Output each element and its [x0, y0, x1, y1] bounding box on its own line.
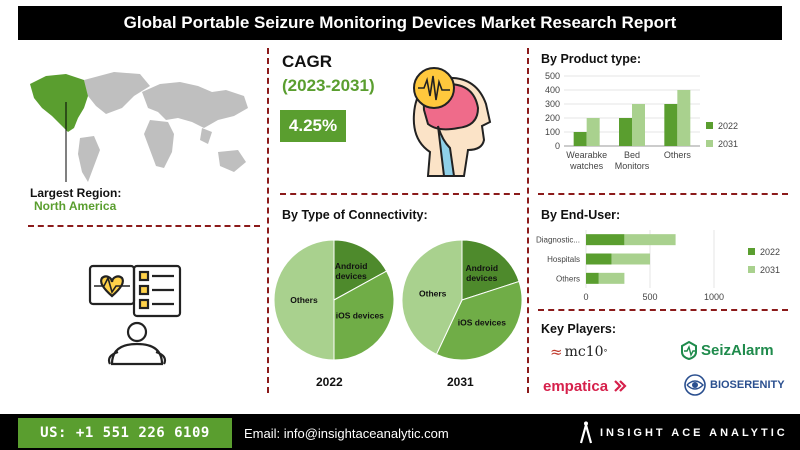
pie-2031-year: 2031 [447, 375, 474, 389]
pie-slice-label: iOS devices [458, 318, 506, 328]
divider-horizontal-right-top [538, 193, 788, 195]
divider-horizontal-left [28, 225, 260, 227]
x-tick-label: Others [664, 150, 692, 160]
footer-phone[interactable]: US: +1 551 226 6109 [18, 418, 232, 448]
pie-slice-label: Others [419, 288, 447, 298]
bar-2022-0 [573, 132, 587, 146]
mc10-logo: ≈ mc10 ° [550, 343, 608, 361]
y-tick-label: Others [556, 274, 580, 283]
greenland-shape [84, 72, 150, 114]
bioserenity-icon [684, 374, 706, 396]
bioserenity-logo: BIOSERENITY [683, 372, 785, 398]
south-america-shape [78, 136, 100, 182]
cagr-period: (2023-2031) [282, 76, 375, 95]
legend-swatch-2031 [706, 140, 713, 147]
footer-email[interactable]: Email: info@insightaceanalytic.com [244, 425, 449, 441]
india-shape [200, 128, 212, 144]
divider-horizontal-right-bottom [538, 309, 788, 311]
bar-2022-1 [586, 253, 612, 265]
pie-slice-label: iOS devices [336, 310, 384, 320]
pie-slice-1 [333, 270, 395, 361]
x-tick-label: Bed [624, 150, 640, 160]
bar-2022-2 [664, 104, 678, 146]
footer-brand: INSIGHT ACE ANALYTIC [600, 427, 788, 439]
bar-2031-2 [677, 90, 691, 146]
pie-slice-label: devices [466, 273, 497, 283]
checklist-icon [132, 264, 182, 318]
y-tick-label: 200 [545, 113, 560, 123]
brain-head-illustration [412, 67, 492, 177]
cagr-label: CAGR [282, 52, 333, 71]
bar-2022-1 [619, 118, 632, 146]
monitoring-illustration [88, 264, 182, 366]
x-tick-label: 500 [642, 292, 657, 302]
y-tick-label: 500 [545, 71, 560, 81]
pie-2022-year: 2022 [316, 375, 343, 389]
end-user-title: By End-User: [541, 208, 621, 222]
y-tick-label: Hospitals [547, 255, 580, 264]
mc10-arrow-icon: ≈ [550, 343, 563, 361]
bar-2031-0 [624, 234, 676, 246]
empatica-logo: empatica [543, 374, 628, 398]
legend-swatch-2031 [748, 266, 755, 273]
africa-shape [144, 120, 174, 168]
seizalarm-icon [681, 340, 697, 360]
person-head-icon [126, 321, 148, 343]
pie-slice-1 [435, 280, 523, 361]
australia-shape [218, 150, 246, 172]
world-map-image [30, 72, 248, 182]
x-tick-label: Wearabke [566, 150, 607, 160]
connectivity-title: By Type of Connectivity: [282, 208, 428, 222]
bar-2031-1 [632, 104, 645, 146]
bar-2031-2 [598, 272, 625, 284]
insight-ace-logo-icon [579, 421, 593, 444]
eurasia-shape [142, 82, 248, 128]
divider-vertical-right [527, 48, 529, 393]
pie-slice-label: Android [335, 261, 368, 271]
end-user-chart: 0 500 1000 Diagnostic... Hospitals Others 2022… [536, 230, 780, 302]
y-tick-label: 100 [545, 127, 560, 137]
report-title: Global Portable Seizure Monitoring Devic… [18, 6, 782, 40]
y-tick-label: 400 [545, 85, 560, 95]
product-type-title: By Product type: [541, 52, 642, 66]
largest-region-value: North America [34, 199, 117, 213]
bar-2022-0 [586, 234, 625, 246]
cagr-value: 4.25% [280, 110, 346, 142]
x-tick-label: 1000 [704, 292, 724, 302]
legend-swatch-2022 [706, 122, 713, 129]
empatica-icon [614, 380, 627, 392]
pie-slice-0 [333, 239, 388, 301]
legend-label-2022: 2022 [760, 247, 780, 257]
y-tick-label: Diagnostic... [536, 236, 580, 245]
pie-slice-label: devices [336, 271, 367, 281]
pie-slice-label: Others [290, 295, 318, 305]
x-tick-label: 0 [583, 292, 588, 302]
north-america-highlight [30, 74, 88, 132]
legend-swatch-2022 [748, 248, 755, 255]
divider-vertical-left [267, 48, 269, 393]
bar-2031-0 [586, 118, 600, 146]
legend-label-2031: 2031 [718, 139, 738, 149]
divider-horizontal-middle [280, 193, 520, 195]
pie-slice-label: Android [465, 263, 498, 273]
x-tick-label: Monitors [615, 161, 650, 171]
pie-slice-0 [461, 239, 520, 301]
bar-2022-2 [586, 272, 599, 284]
largest-region-label: Largest Region: [30, 186, 122, 200]
seizalarm-logo: SeizAlarm [680, 338, 774, 362]
y-tick-label: 300 [545, 99, 560, 109]
key-players-title: Key Players: [541, 322, 617, 336]
legend-label-2022: 2022 [718, 121, 738, 131]
x-tick-label: watches [569, 161, 604, 171]
bar-2031-1 [611, 253, 650, 265]
pie-slice-2 [273, 239, 335, 361]
y-tick-label: 0 [555, 141, 560, 151]
legend-label-2031: 2031 [760, 265, 780, 275]
pie-slice-2 [401, 239, 463, 355]
